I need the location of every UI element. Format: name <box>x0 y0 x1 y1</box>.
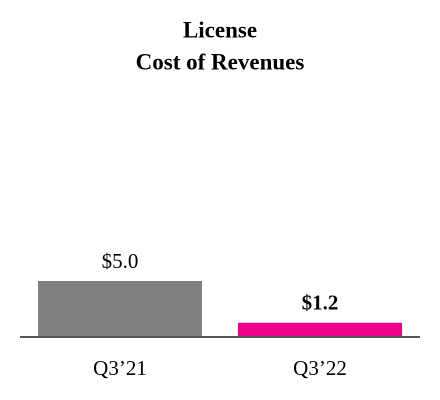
bar <box>238 322 402 336</box>
x-tick-label: Q3’22 <box>293 356 347 380</box>
bar <box>38 281 202 336</box>
chart-title: Cost of Revenues <box>136 49 305 74</box>
x-tick-label: Q3’21 <box>93 356 147 380</box>
value-label: $1.2 <box>302 291 339 315</box>
chart-title: License <box>183 17 257 42</box>
value-label: $5.0 <box>102 249 139 273</box>
